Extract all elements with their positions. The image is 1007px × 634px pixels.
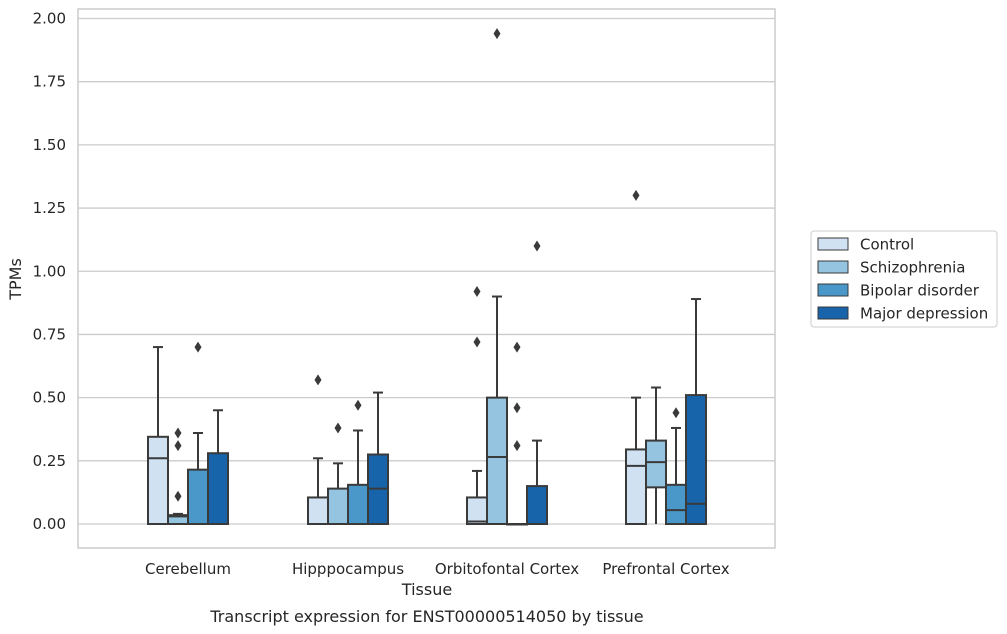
box-control	[466, 285, 488, 525]
box-rect	[207, 452, 229, 526]
x-axis-title: Tissue	[401, 580, 452, 599]
outlier-point	[334, 422, 342, 434]
box-bipolar-disorder	[665, 407, 687, 526]
outlier-point	[533, 240, 541, 252]
grid-lines	[78, 17, 775, 525]
outlier-point	[513, 402, 521, 414]
outlier-point	[473, 336, 481, 348]
box-rect	[665, 483, 687, 526]
outlier-point	[354, 399, 362, 411]
box-schizophrenia	[327, 422, 349, 525]
x-tick-label: Cerebellum	[145, 560, 231, 578]
x-tick-label: Prefrontal Cortex	[602, 560, 729, 578]
box-rect	[307, 496, 329, 525]
box-rect	[685, 394, 707, 525]
y-tick-label: 2.00	[33, 10, 66, 28]
box-rect	[347, 483, 369, 526]
x-tick-label: Hipppocampus	[292, 560, 404, 578]
box-schizophrenia	[645, 386, 667, 524]
y-tick-label: 0.25	[33, 452, 66, 470]
box-major-depression	[526, 240, 548, 525]
legend-label: Bipolar disorder	[860, 282, 980, 300]
y-tick-label: 1.50	[33, 136, 66, 154]
legend-swatch	[817, 283, 849, 297]
y-tick-label: 0.50	[33, 389, 66, 407]
box-control	[625, 189, 647, 525]
y-tick-label: 1.25	[33, 199, 66, 217]
legend-swatch	[817, 260, 849, 274]
x-tick-labels: Cerebellum Hipppocampus Orbitofontal Corte…	[145, 560, 730, 578]
box-bipolar-disorder	[347, 399, 369, 526]
plot-frame	[77, 8, 776, 549]
box-schizophrenia	[486, 28, 508, 525]
outlier-point	[632, 189, 640, 201]
x-tick-label: Orbitofontal Cortex	[435, 560, 579, 578]
box-rect	[466, 496, 488, 525]
y-tick-label: 0.00	[33, 515, 66, 533]
outlier-point	[174, 427, 182, 439]
outlier-point	[174, 440, 182, 452]
outlier-point	[513, 341, 521, 353]
outlier-point	[194, 341, 202, 353]
y-tick-label: 1.75	[33, 73, 66, 91]
box-control	[307, 374, 329, 525]
box-rect	[327, 487, 349, 525]
chart-caption: Transcript expression for ENST0000051405…	[209, 607, 643, 626]
box-layer	[147, 28, 707, 526]
outlier-point	[513, 440, 521, 452]
legend-label: Control	[860, 236, 914, 254]
box-major-depression	[367, 391, 389, 525]
legend-swatch	[817, 237, 849, 251]
y-axis-title: TPMs	[6, 258, 25, 301]
y-tick-label: 1.00	[33, 262, 66, 280]
box-schizophrenia	[167, 427, 189, 525]
legend-frame	[810, 230, 998, 328]
outlier-point	[493, 28, 501, 40]
box-rect	[526, 485, 548, 525]
box-rect	[147, 435, 169, 525]
outlier-point	[314, 374, 322, 386]
y-tick-label: 0.75	[33, 325, 66, 343]
outlier-point	[473, 285, 481, 297]
legend-label: Schizophrenia	[860, 259, 965, 277]
box-major-depression	[207, 409, 229, 526]
box-rect	[187, 468, 209, 526]
box-rect	[625, 448, 647, 525]
box-major-depression	[685, 298, 707, 525]
legend-label: Major depression	[860, 305, 988, 323]
legend-swatch	[817, 306, 849, 320]
box-control	[147, 346, 169, 525]
outlier-point	[174, 490, 182, 502]
box-rect	[486, 396, 508, 525]
outlier-point	[672, 407, 680, 419]
box-bipolar-disorder	[506, 341, 528, 526]
box-bipolar-disorder	[187, 341, 209, 526]
legend: Control Schizophrenia Bipolar disorder Majo…	[810, 230, 998, 328]
y-tick-labels: 0.00 0.25 0.50 0.75 1.00 1.25 1.50 1.75 2.00	[33, 10, 66, 534]
box-rect	[645, 439, 667, 489]
